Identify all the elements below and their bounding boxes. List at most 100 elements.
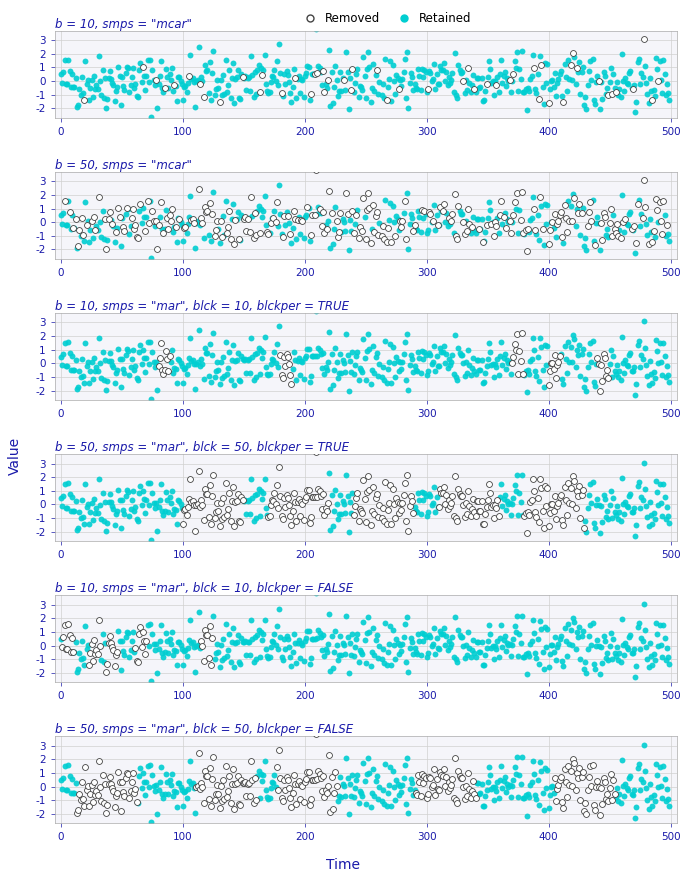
Point: [359, 774, 370, 788]
Point: [240, 69, 251, 83]
Point: [87, 654, 98, 668]
Point: [291, 232, 302, 246]
Point: [517, 750, 528, 764]
Point: [608, 491, 619, 505]
Point: [109, 377, 120, 391]
Point: [614, 788, 625, 802]
Point: [353, 90, 364, 104]
Point: [172, 634, 183, 648]
Point: [534, 613, 545, 627]
Point: [503, 74, 514, 88]
Text: Time: Time: [326, 858, 361, 872]
Point: [423, 505, 433, 519]
Point: [67, 349, 78, 363]
Point: [69, 645, 80, 659]
Point: [501, 362, 512, 376]
Point: [314, 202, 325, 216]
Point: [203, 87, 214, 101]
Point: [436, 204, 447, 218]
Point: [565, 199, 576, 213]
Point: [453, 623, 464, 637]
Point: [627, 81, 638, 95]
Point: [578, 380, 589, 394]
Point: [357, 83, 368, 97]
Point: [616, 753, 627, 767]
Point: [315, 630, 326, 644]
Point: [480, 366, 491, 380]
Point: [236, 632, 247, 646]
Point: [352, 626, 363, 640]
Point: [302, 201, 313, 215]
Point: [451, 229, 462, 243]
Point: [333, 507, 344, 521]
Point: [245, 789, 256, 803]
Point: [659, 490, 670, 504]
Point: [536, 340, 547, 354]
Point: [361, 343, 372, 357]
Point: [237, 70, 248, 84]
Point: [92, 788, 103, 802]
Point: [185, 754, 196, 768]
Point: [430, 505, 441, 519]
Point: [517, 44, 528, 58]
Point: [382, 363, 393, 377]
Point: [247, 208, 258, 223]
Point: [387, 200, 398, 214]
Point: [311, 22, 322, 36]
Point: [320, 783, 331, 797]
Point: [188, 498, 199, 512]
Point: [526, 210, 537, 224]
Point: [293, 210, 304, 224]
Point: [262, 649, 273, 663]
Point: [431, 773, 442, 787]
Point: [125, 502, 136, 516]
Point: [408, 506, 419, 520]
Point: [542, 622, 553, 636]
Point: [257, 68, 268, 82]
Point: [552, 499, 563, 513]
Point: [492, 352, 503, 366]
Point: [525, 637, 536, 651]
Point: [463, 201, 474, 215]
Point: [301, 349, 312, 363]
Point: [312, 208, 323, 222]
Point: [550, 207, 561, 221]
Point: [576, 206, 587, 220]
Point: [618, 497, 629, 511]
Point: [150, 638, 161, 652]
Point: [122, 766, 133, 780]
Point: [155, 351, 166, 365]
Point: [95, 512, 106, 526]
Point: [563, 336, 574, 350]
Point: [512, 609, 523, 623]
Point: [264, 791, 275, 805]
Point: [539, 761, 550, 775]
Point: [600, 87, 611, 101]
Point: [509, 618, 520, 632]
Point: [333, 366, 344, 380]
Point: [320, 218, 331, 232]
Point: [243, 634, 254, 648]
Point: [608, 632, 619, 646]
Point: [446, 637, 457, 651]
Point: [416, 62, 427, 76]
Point: [249, 206, 260, 220]
Point: [482, 70, 493, 84]
Point: [427, 355, 438, 369]
Point: [148, 214, 159, 228]
Point: [230, 636, 241, 650]
Point: [441, 206, 452, 220]
Point: [473, 353, 484, 367]
Point: [555, 488, 566, 502]
Point: [144, 194, 155, 208]
Point: [79, 376, 90, 390]
Point: [108, 219, 119, 233]
Point: [216, 88, 227, 102]
Point: [78, 87, 89, 101]
Text: b = 50, smps = "mcar": b = 50, smps = "mcar": [55, 159, 192, 172]
Point: [295, 778, 306, 792]
Point: [246, 190, 257, 204]
Point: [574, 196, 585, 210]
Point: [232, 346, 243, 360]
Point: [198, 513, 209, 527]
